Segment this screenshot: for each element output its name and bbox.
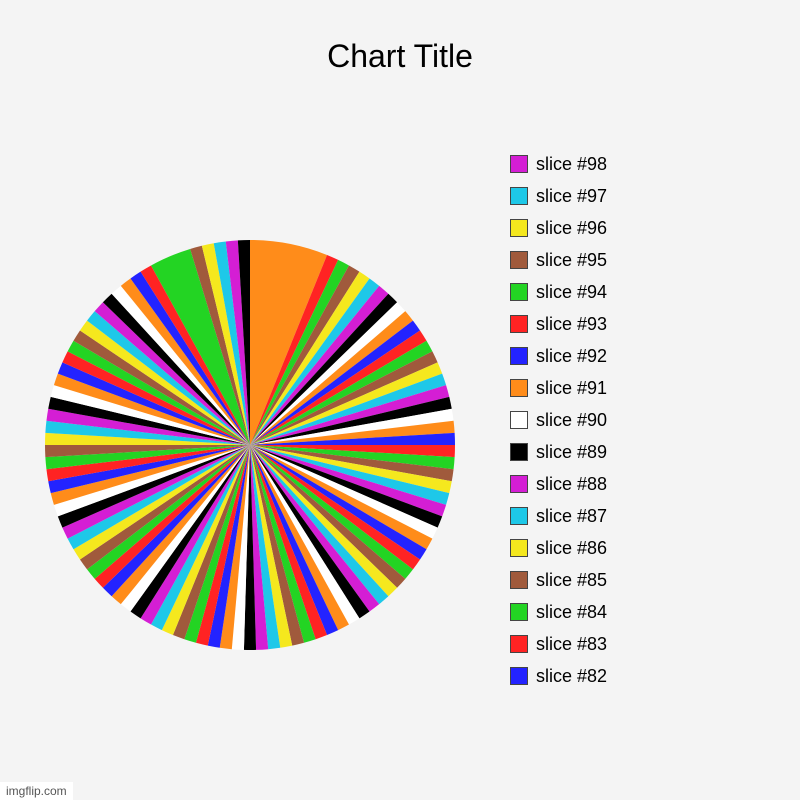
legend-label: slice #83: [536, 634, 607, 655]
legend-swatch: [510, 475, 528, 493]
legend-item: slice #86: [510, 532, 607, 564]
legend-swatch: [510, 283, 528, 301]
legend-swatch: [510, 251, 528, 269]
legend-item: slice #89: [510, 436, 607, 468]
legend-label: slice #85: [536, 570, 607, 591]
watermark: imgflip.com: [0, 782, 73, 800]
legend-swatch: [510, 507, 528, 525]
legend-item: slice #98: [510, 148, 607, 180]
legend-label: slice #82: [536, 666, 607, 687]
legend-swatch: [510, 667, 528, 685]
legend-swatch: [510, 347, 528, 365]
legend-swatch: [510, 315, 528, 333]
legend-swatch: [510, 603, 528, 621]
legend-label: slice #95: [536, 250, 607, 271]
legend-item: slice #94: [510, 276, 607, 308]
legend-label: slice #97: [536, 186, 607, 207]
legend-swatch: [510, 411, 528, 429]
legend-label: slice #94: [536, 282, 607, 303]
legend-item: slice #93: [510, 308, 607, 340]
legend-swatch: [510, 443, 528, 461]
legend-label: slice #89: [536, 442, 607, 463]
pie-svg: [45, 240, 455, 650]
legend-label: slice #84: [536, 602, 607, 623]
legend: slice #82 slice #83 slice #84 slice #85 slic…: [510, 148, 607, 692]
legend-item: slice #91: [510, 372, 607, 404]
legend-swatch: [510, 539, 528, 557]
pie-chart: [45, 240, 455, 655]
legend-label: slice #92: [536, 346, 607, 367]
legend-item: slice #85: [510, 564, 607, 596]
legend-swatch: [510, 219, 528, 237]
legend-item: slice #92: [510, 340, 607, 372]
legend-item: slice #88: [510, 468, 607, 500]
legend-item: slice #87: [510, 500, 607, 532]
legend-label: slice #98: [536, 154, 607, 175]
legend-item: slice #97: [510, 180, 607, 212]
chart-title: Chart Title: [0, 38, 800, 75]
legend-swatch: [510, 155, 528, 173]
legend-item: slice #84: [510, 596, 607, 628]
legend-label: slice #91: [536, 378, 607, 399]
legend-label: slice #93: [536, 314, 607, 335]
legend-item: slice #82: [510, 660, 607, 692]
legend-item: slice #96: [510, 212, 607, 244]
legend-swatch: [510, 635, 528, 653]
legend-label: slice #90: [536, 410, 607, 431]
legend-swatch: [510, 571, 528, 589]
legend-swatch: [510, 379, 528, 397]
legend-item: slice #90: [510, 404, 607, 436]
legend-label: slice #87: [536, 506, 607, 527]
legend-label: slice #96: [536, 218, 607, 239]
legend-label: slice #86: [536, 538, 607, 559]
legend-label: slice #88: [536, 474, 607, 495]
legend-item: slice #95: [510, 244, 607, 276]
legend-item: slice #83: [510, 628, 607, 660]
legend-swatch: [510, 187, 528, 205]
